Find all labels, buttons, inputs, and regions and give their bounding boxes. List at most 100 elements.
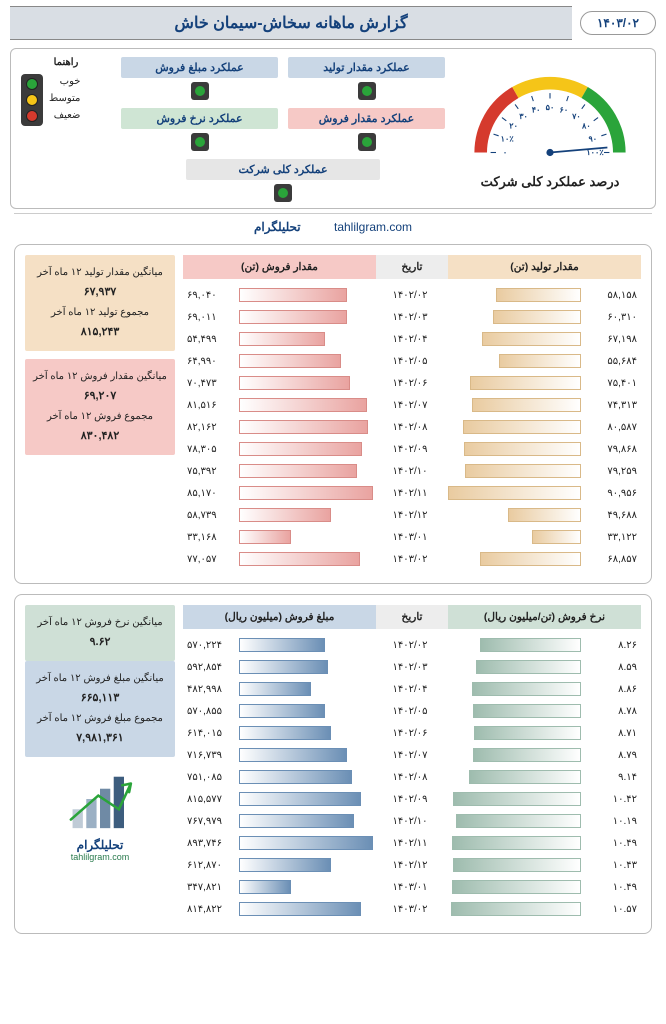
bar-b <box>532 530 581 544</box>
value-a: ۶۱۴,۰۱۵ <box>183 728 237 739</box>
chart-row: ۷۱۶,۷۳۹۱۴۰۲/۰۷۸.۷۹ <box>183 745 641 765</box>
date-cell: ۱۴۰۳/۰۱ <box>374 532 446 543</box>
chart-row: ۵۴,۴۹۹۱۴۰۲/۰۴۶۷,۱۹۸ <box>183 329 641 349</box>
chart-row: ۶۴,۹۹۰۱۴۰۲/۰۵۵۵,۶۸۴ <box>183 351 641 371</box>
logo-name: تحلیلگرام <box>25 838 175 852</box>
chart-row: ۷۷,۰۵۷ ۱۴۰۳/۰۲ ۶۸,۸۵۷ <box>183 549 641 569</box>
svg-text:۴۰: ۴۰ <box>532 105 541 114</box>
chart-row: ۵۹۲,۸۵۴۱۴۰۲/۰۳۸.۵۹ <box>183 657 641 677</box>
stat-box: میانگین مقدار تولید ۱۲ ماه آخر۶۷,۹۳۷مجمو… <box>25 255 175 351</box>
bar-a <box>239 682 311 696</box>
value-b: ۱۰.۴۲ <box>583 794 641 805</box>
bar-a <box>239 442 362 456</box>
bar-b <box>480 552 581 566</box>
value-b: ۶۸,۸۵۷ <box>583 554 641 565</box>
date-cell: ۱۴۰۲/۰۸ <box>374 772 446 783</box>
svg-text:۷۰: ۷۰ <box>571 112 581 121</box>
kpi-indicator <box>191 133 209 151</box>
value-b: ۶۷,۱۹۸ <box>583 334 641 345</box>
date-cell: ۱۴۰۲/۱۱ <box>374 838 446 849</box>
bar-a <box>239 836 373 850</box>
stat-value: ۶۹,۲۰۷ <box>33 386 167 407</box>
legend-title: راهنما <box>21 57 111 68</box>
kpi-label: عملکرد مقدار فروش <box>288 108 445 129</box>
top-panel: راهنما خوبمتوسطضعیف عملکرد مقدار تولیدعم… <box>10 48 656 209</box>
chart-row: ۸۱۴,۸۲۲۱۴۰۳/۰۲۱۰.۵۷ <box>183 899 641 919</box>
kpi-cell: عملکرد مقدار تولید <box>288 57 445 102</box>
bar-b <box>508 508 581 522</box>
kpi-cell: عملکرد نرخ فروش <box>121 108 278 153</box>
value-a: ۵۸,۷۳۹ <box>183 510 237 521</box>
chart-row: ۷۵۱,۰۸۵۱۴۰۲/۰۸۹.۱۴ <box>183 767 641 787</box>
stat-value: ۶۷,۹۳۷ <box>33 282 167 303</box>
value-a: ۸۵,۱۷۰ <box>183 488 237 499</box>
date-cell: ۱۴۰۲/۰۳ <box>374 312 446 323</box>
gauge: ۰۱۰٪۲۰۳۰۴۰۵۰۶۰۷۰۸۰۹۰۱۰۰٪ درصد عملکرد کلی… <box>455 57 645 204</box>
value-b: ۸.۸۶ <box>583 684 641 695</box>
col-head-sales-qty: مقدار فروش (تن) <box>183 255 376 279</box>
svg-text:۶۰: ۶۰ <box>560 105 569 114</box>
chart-row: ۸۵,۱۷۰۱۴۰۲/۱۱۹۰,۹۵۶ <box>183 483 641 503</box>
date-cell: ۱۴۰۲/۰۷ <box>374 400 446 411</box>
bar-a <box>239 310 347 324</box>
chart-row: ۶۱۴,۰۱۵۱۴۰۲/۰۶۸.۷۱ <box>183 723 641 743</box>
stat-label: میانگین مقدار تولید ۱۲ ماه آخر <box>33 263 167 282</box>
kpi-label: عملکرد کلی شرکت <box>186 159 380 180</box>
value-a: ۷۵۱,۰۸۵ <box>183 772 237 783</box>
value-a: ۷۸,۳۰۵ <box>183 444 237 455</box>
kpi-cell: عملکرد مبلغ فروش <box>121 57 278 102</box>
bar-b <box>452 880 581 894</box>
value-a: ۷۱۶,۷۳۹ <box>183 750 237 761</box>
legend-label: خوب <box>49 76 80 87</box>
chart-row: ۸۹۳,۷۴۶۱۴۰۲/۱۱۱۰.۴۹ <box>183 833 641 853</box>
date-cell: ۱۴۰۲/۰۹ <box>374 794 446 805</box>
bar-a <box>239 508 331 522</box>
kpi-cell: عملکرد کلی شرکت <box>121 159 445 204</box>
date-cell: ۱۴۰۲/۰۷ <box>374 750 446 761</box>
value-a: ۶۹,۰۴۰ <box>183 290 237 301</box>
svg-text:۱۰٪: ۱۰٪ <box>501 134 515 143</box>
bar-b <box>482 332 581 346</box>
value-a: ۵۷۰,۸۵۵ <box>183 706 237 717</box>
chart-row: ۷۵,۳۹۲۱۴۰۲/۱۰۷۹,۲۵۹ <box>183 461 641 481</box>
chart-row: ۷۶۷,۹۷۹۱۴۰۲/۱۰۱۰.۱۹ <box>183 811 641 831</box>
chart-row: ۸۱۵,۵۷۷۱۴۰۲/۰۹۱۰.۴۲ <box>183 789 641 809</box>
value-a: ۶۱۲,۸۷۰ <box>183 860 237 871</box>
kpi-indicator <box>358 133 376 151</box>
stat-label: مجموع تولید ۱۲ ماه آخر <box>33 303 167 322</box>
value-a: ۷۰,۴۷۳ <box>183 378 237 389</box>
bar-a <box>239 902 361 916</box>
date-cell: ۱۴۰۲/۰۵ <box>374 356 446 367</box>
chart-row: ۷۰,۴۷۳۱۴۰۲/۰۶۷۵,۴۰۱ <box>183 373 641 393</box>
date-cell: ۱۴۰۳/۰۲ <box>374 554 446 565</box>
date-cell: ۱۴۰۲/۰۶ <box>374 378 446 389</box>
bar-a <box>239 420 368 434</box>
value-b: ۸.۷۱ <box>583 728 641 739</box>
value-a: ۷۷,۰۵۷ <box>183 554 237 565</box>
bar-a <box>239 288 347 302</box>
bar-b <box>456 814 581 828</box>
chart-row: ۸۱,۵۱۶۱۴۰۲/۰۷۷۴,۳۱۳ <box>183 395 641 415</box>
stat-value: ۹.۶۲ <box>33 632 167 653</box>
gauge-title: درصد عملکرد کلی شرکت <box>455 174 645 190</box>
bar-b <box>463 420 581 434</box>
stat-value: ۶۶۵,۱۱۳ <box>33 688 167 709</box>
value-b: ۷۹,۸۶۸ <box>583 444 641 455</box>
value-a: ۶۴,۹۹۰ <box>183 356 237 367</box>
date-cell: ۱۴۰۲/۰۲ <box>374 640 446 651</box>
chart-row: ۶۹,۰۱۱۱۴۰۲/۰۳۶۰,۳۱۰ <box>183 307 641 327</box>
chart-row: ۳۳,۱۶۸۱۴۰۳/۰۱۳۳,۱۲۲ <box>183 527 641 547</box>
bar-a <box>239 660 328 674</box>
bar-a <box>239 858 331 872</box>
bar-a <box>239 880 291 894</box>
value-b: ۹۰,۹۵۶ <box>583 488 641 499</box>
date-cell: ۱۴۰۲/۱۲ <box>374 860 446 871</box>
kpi-label: عملکرد مبلغ فروش <box>121 57 278 78</box>
value-b: ۸.۷۸ <box>583 706 641 717</box>
svg-text:۰: ۰ <box>503 148 507 157</box>
value-b: ۱۰.۴۹ <box>583 838 641 849</box>
date-cell: ۱۴۰۲/۱۰ <box>374 466 446 477</box>
svg-text:۹۰: ۹۰ <box>588 134 597 143</box>
panel-amount: میانگین نرخ فروش ۱۲ ماه آخر۹.۶۲میانگین م… <box>14 594 652 934</box>
chart-row: ۵۷۰,۲۲۴۱۴۰۲/۰۲۸.۲۶ <box>183 635 641 655</box>
